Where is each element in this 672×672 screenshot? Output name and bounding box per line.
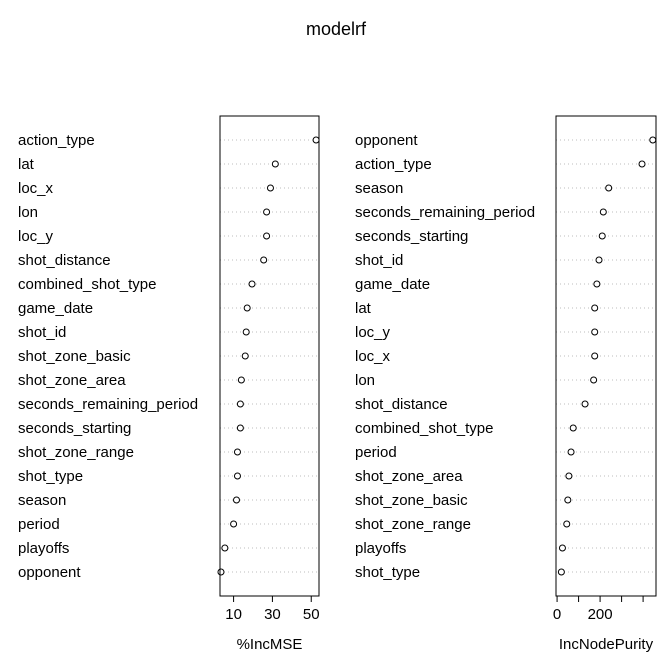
mse-point	[233, 448, 241, 456]
purity-point	[564, 496, 572, 504]
mse-variable-label: combined_shot_type	[18, 276, 156, 293]
mse-point	[233, 472, 241, 480]
mse-x-tick-label: 30	[264, 606, 281, 623]
mse-variable-label: lat	[18, 156, 35, 173]
purity-point	[599, 208, 607, 216]
purity-variable-label: season	[355, 180, 403, 197]
mse-point	[263, 208, 271, 216]
mse-variable-label: shot_zone_area	[18, 372, 126, 389]
purity-point	[605, 184, 613, 192]
mse-x-axis-title: %IncMSE	[237, 636, 303, 653]
mse-x-tick-label: 10	[225, 606, 242, 623]
purity-variable-label: loc_x	[355, 348, 391, 365]
purity-point	[591, 304, 599, 312]
purity-point	[590, 376, 598, 384]
mse-point	[230, 520, 238, 528]
purity-point	[581, 400, 589, 408]
mse-point	[271, 160, 279, 168]
mse-variable-label: shot_type	[18, 468, 83, 485]
purity-variable-label: game_date	[355, 276, 430, 293]
purity-x-axis-title: IncNodePurity	[559, 636, 654, 653]
purity-variable-label: shot_type	[355, 564, 420, 581]
purity-variable-label: shot_distance	[355, 396, 448, 413]
purity-point	[565, 472, 573, 480]
purity-variable-label: shot_id	[355, 252, 403, 269]
mse-variable-label: shot_zone_range	[18, 444, 134, 461]
mse-variable-label: seconds_remaining_period	[18, 396, 198, 413]
mse-panel-frame	[219, 115, 320, 597]
purity-panel-frame	[555, 115, 657, 597]
purity-variable-label: combined_shot_type	[355, 420, 493, 437]
mse-point	[237, 376, 245, 384]
purity-variable-label: lat	[355, 300, 372, 317]
purity-point	[598, 232, 606, 240]
purity-point	[567, 448, 575, 456]
purity-variable-label: action_type	[355, 156, 432, 173]
mse-variable-label: shot_distance	[18, 252, 111, 269]
mse-point	[260, 256, 268, 264]
purity-point	[563, 520, 571, 528]
chart-title: modelrf	[306, 19, 367, 39]
mse-variable-label: game_date	[18, 300, 93, 317]
mse-point	[266, 184, 274, 192]
mse-x-tick-label: 50	[303, 606, 320, 623]
purity-variable-label: shot_zone_range	[355, 516, 471, 533]
purity-variable-label: shot_zone_area	[355, 468, 463, 485]
purity-variable-label: seconds_remaining_period	[355, 204, 535, 221]
mse-point	[243, 304, 251, 312]
mse-point	[242, 328, 250, 336]
purity-point	[593, 280, 601, 288]
purity-point	[557, 568, 565, 576]
purity-variable-label: period	[355, 444, 397, 461]
mse-variable-label: shot_zone_basic	[18, 348, 131, 365]
mse-point	[221, 544, 229, 552]
purity-variable-label: lon	[355, 372, 375, 389]
purity-point	[569, 424, 577, 432]
mse-point	[312, 136, 320, 144]
mse-variable-label: action_type	[18, 132, 95, 149]
purity-point	[595, 256, 603, 264]
mse-variable-label: opponent	[18, 564, 81, 581]
mse-variable-label: shot_id	[18, 324, 66, 341]
mse-variable-label: period	[18, 516, 60, 533]
purity-point	[591, 352, 599, 360]
purity-point	[558, 544, 566, 552]
purity-variable-label: playoffs	[355, 540, 406, 557]
purity-point	[591, 328, 599, 336]
mse-point	[241, 352, 249, 360]
purity-x-tick-label: 200	[588, 606, 613, 623]
mse-point	[236, 400, 244, 408]
purity-point	[638, 160, 646, 168]
mse-variable-label: loc_y	[18, 228, 54, 245]
mse-variable-label: loc_x	[18, 180, 54, 197]
purity-variable-label: shot_zone_basic	[355, 492, 468, 509]
purity-point	[649, 136, 657, 144]
panels-group: action_typelatloc_xlonloc_yshot_distance…	[18, 115, 657, 653]
purity-variable-label: loc_y	[355, 324, 391, 341]
mse-point	[263, 232, 271, 240]
purity-variable-label: opponent	[355, 132, 418, 149]
mse-variable-label: season	[18, 492, 66, 509]
purity-variable-label: seconds_starting	[355, 228, 468, 245]
mse-variable-label: lon	[18, 204, 38, 221]
mse-variable-label: seconds_starting	[18, 420, 131, 437]
mse-point	[233, 496, 240, 504]
mse-point	[217, 568, 225, 576]
purity-x-tick-label: 0	[553, 606, 561, 623]
mse-variable-label: playoffs	[18, 540, 69, 557]
mse-point	[248, 280, 256, 288]
mse-point	[236, 424, 244, 432]
